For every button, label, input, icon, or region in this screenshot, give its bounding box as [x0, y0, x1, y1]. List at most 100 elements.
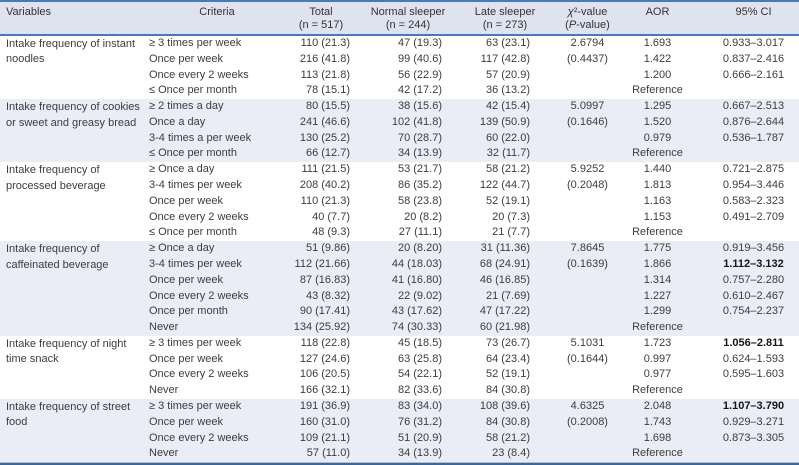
cell-aor: 1.200 [643, 68, 672, 81]
cell-chi-square: (0.4437) [567, 52, 608, 65]
cell-normal-sleeper: 54 (22.1) [397, 368, 442, 381]
cell-aor: 1.723 [643, 336, 672, 349]
cell-aor: 0.977 [643, 368, 672, 381]
cell-total: 106 (20.5) [299, 368, 350, 381]
cell-normal-sleeper: 53 (21.7) [397, 163, 442, 176]
cell-late-sleeper: 42 (15.4) [460, 99, 550, 115]
cell-criteria: Once every 2 weeks [148, 288, 286, 305]
cell-chi-square [550, 194, 625, 210]
cell-chi-square [550, 83, 625, 99]
cell-aor: 1.299 [625, 304, 690, 321]
bottom-rule-light [0, 462, 799, 464]
cell-aor: 1.422 [643, 52, 672, 65]
col-header-aor: AOR [625, 1, 690, 36]
cell-late-sleeper: 60 (21.98) [460, 320, 550, 336]
cell-criteria: Once every 2 weeks [148, 430, 286, 447]
cell-aor: 1.775 [625, 241, 690, 257]
cell-late-sleeper: 31 (11.36) [460, 241, 550, 257]
cell-normal-sleeper: 22 (9.02) [356, 288, 460, 305]
cell-ci: 0.754–2.237 [690, 304, 799, 321]
cell-criteria: Once per week [148, 272, 286, 289]
cell-criteria: Once a day [148, 114, 286, 131]
cell-total: 51 (9.86) [286, 241, 356, 257]
cell-chi-square: 5.9252 [570, 163, 605, 176]
cell-criteria: Never [148, 446, 286, 463]
cell-chi-square [550, 68, 625, 84]
cell-late-sleeper: 64 (23.4) [485, 352, 530, 365]
cell-total: 110 (21.3) [300, 194, 350, 207]
cell-ci: 0.536–1.787 [690, 130, 799, 147]
cell-criteria: Once every 2 weeks [149, 210, 249, 223]
cell-criteria: 3-4 times a per week [148, 130, 286, 147]
table-row: Intake frequency of caffeinated beverage… [0, 241, 799, 336]
cell-total: 134 (25.92) [286, 320, 356, 336]
cell-chi-square [550, 288, 625, 305]
cell-criteria: Never [148, 320, 286, 336]
cell-criteria: Once per week [149, 194, 223, 207]
cell-ci: 0.873–3.305 [690, 430, 799, 447]
col-header-total: Total (n = 517) [286, 1, 356, 36]
col-label: Variables [6, 6, 52, 18]
cell-total: 191 (36.9) [286, 398, 356, 415]
cell-variable: Intake frequency of cookies or sweet and… [0, 99, 148, 163]
cell-chi-square: (0.2008) [550, 414, 625, 431]
table-row: Never 134 (25.92) 74 (30.33) 60 (21.98) Refe… [0, 320, 799, 336]
cell-ci: 0.954–3.446 [722, 179, 785, 192]
cell-normal-sleeper: 44 (18.03) [356, 256, 460, 273]
cell-normal-sleeper: 58 (23.8) [397, 194, 442, 207]
cell-late-sleeper: 52 (19.1) [485, 194, 530, 207]
table-row: Intake frequency of instant noodles ≥ 3 t… [0, 35, 799, 65]
col-header-variables: Variables [0, 1, 148, 36]
cell-late-sleeper: 52 (19.1) [485, 368, 530, 381]
cell-normal-sleeper: 74 (30.33) [356, 320, 460, 336]
cell-late-sleeper: 58 (21.2) [460, 430, 550, 447]
table-row: Never 166 (32.1) 82 (33.6) 84 (30.8) Referen… [0, 383, 799, 399]
cell-aor: 1.440 [643, 163, 672, 176]
cell-aor: 0.997 [643, 352, 672, 365]
cell-total: 80 (15.5) [286, 99, 356, 115]
cell-normal-sleeper: 102 (41.8) [356, 114, 460, 131]
cell-normal-sleeper: 42 (17.2) [397, 84, 442, 97]
cell-aor: Reference [625, 146, 690, 163]
cell-ci: 0.929–3.271 [690, 414, 799, 431]
cell-late-sleeper: 46 (16.85) [460, 272, 550, 289]
cell-late-sleeper: 58 (21.2) [485, 163, 530, 176]
bottom-rule [0, 462, 799, 465]
cell-chi-square: 2.6794 [570, 37, 605, 49]
cell-normal-sleeper: 34 (13.9) [356, 446, 460, 463]
col-sub: (n = 273) [482, 19, 528, 31]
cell-normal-sleeper: 20 (8.2) [404, 210, 442, 223]
cell-aor: Reference [632, 384, 683, 397]
cell-criteria: ≥ Once a day [149, 163, 215, 176]
cell-ci: 0.757–2.280 [690, 272, 799, 289]
cell-normal-sleeper: 43 (17.62) [356, 304, 460, 321]
cell-late-sleeper: 60 (22.0) [460, 130, 550, 147]
col-label: 95% CI [735, 6, 772, 18]
col-sub: (n = 244) [385, 19, 431, 31]
cell-total: 109 (21.1) [286, 430, 356, 447]
cell-criteria: ≥ Once a day [148, 241, 286, 257]
col-sub: (P-value) [565, 19, 610, 31]
cell-total: 57 (11.0) [286, 446, 356, 463]
table-row: Once per month 90 (17.41) 43 (17.62) 47 (17… [0, 304, 799, 321]
cell-late-sleeper: 68 (24.91) [460, 256, 550, 273]
table-row: 3-4 times a per week 130 (25.2) 70 (28.7) 6… [0, 130, 799, 147]
cell-ci [690, 83, 799, 99]
cell-total: 166 (32.1) [299, 384, 350, 397]
cell-criteria: 3-4 times per week [148, 256, 286, 273]
cell-late-sleeper: 108 (39.6) [460, 398, 550, 415]
cell-variable: Intake frequency of night time snack [6, 337, 127, 366]
cell-aor: Reference [632, 84, 683, 97]
cell-ci [690, 225, 799, 241]
cell-chi-square [550, 304, 625, 321]
cell-variable: Intake frequency of processed beverage [6, 164, 106, 192]
table-row: Once per week 160 (31.0) 76 (31.2) 84 (30.8… [0, 414, 799, 431]
cell-total: 111 (21.5) [301, 163, 350, 176]
cell-late-sleeper: 57 (20.9) [485, 68, 530, 81]
cell-aor: 1.520 [625, 114, 690, 131]
cell-chi-square: 7.8645 [550, 241, 625, 257]
cell-ci [690, 446, 799, 463]
cell-aor: 1.698 [625, 430, 690, 447]
cell-normal-sleeper: 45 (18.5) [397, 336, 442, 349]
